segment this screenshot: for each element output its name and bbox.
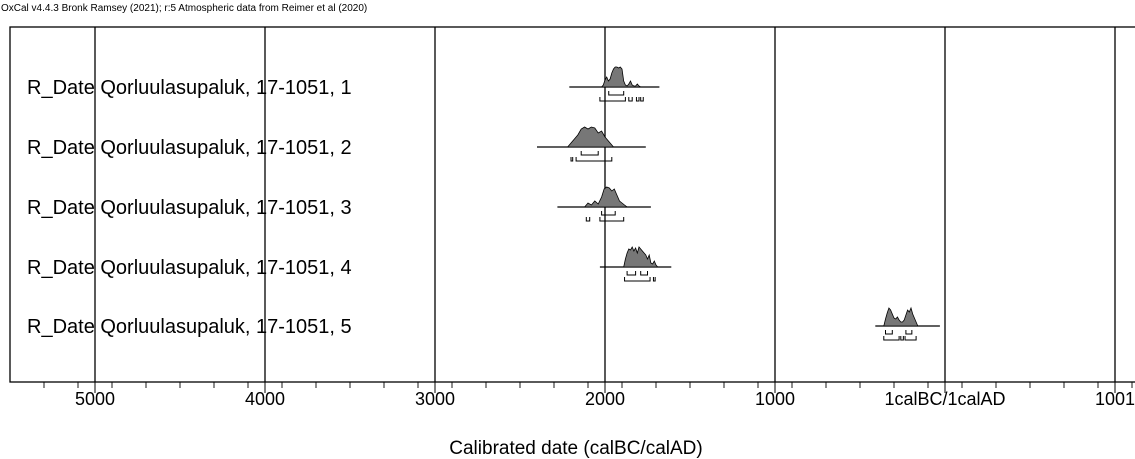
probability-distribution bbox=[583, 186, 629, 208]
date-row: R_Date Qorluulasupaluk, 17-1051, 1 bbox=[27, 66, 660, 102]
range-2sigma bbox=[904, 336, 917, 341]
range-2sigma bbox=[883, 336, 900, 341]
range-1sigma bbox=[640, 271, 648, 276]
row-label: R_Date Qorluulasupaluk, 17-1051, 4 bbox=[27, 257, 352, 279]
probability-distribution bbox=[883, 306, 919, 327]
date-row: R_Date Qorluulasupaluk, 17-1051, 2 bbox=[27, 126, 646, 162]
row-label: R_Date Qorluulasupaluk, 17-1051, 1 bbox=[27, 77, 352, 99]
tick-label: 4000 bbox=[245, 389, 285, 409]
oxcal-header: OxCal v4.4.3 Bronk Ramsey (2021); r:5 At… bbox=[1, 3, 368, 14]
range-2sigma bbox=[570, 157, 574, 162]
tick-label: 1000 bbox=[755, 389, 795, 409]
row-label: R_Date Qorluulasupaluk, 17-1051, 2 bbox=[27, 137, 352, 159]
tick-label: 1001 bbox=[1095, 389, 1135, 409]
range-2sigma bbox=[640, 97, 644, 102]
range-2sigma bbox=[585, 217, 591, 222]
x-axis-label: Calibrated date (calBC/calAD) bbox=[449, 438, 702, 459]
range-2sigma bbox=[900, 336, 904, 341]
range-2sigma bbox=[635, 97, 640, 102]
row-label: R_Date Qorluulasupaluk, 17-1051, 3 bbox=[27, 197, 352, 219]
tick-label: 5000 bbox=[75, 389, 115, 409]
date-row: R_Date Qorluulasupaluk, 17-1051, 4 bbox=[27, 246, 672, 282]
range-2sigma bbox=[575, 157, 613, 162]
tick-label: 3000 bbox=[415, 389, 455, 409]
plot-frame bbox=[9, 26, 1135, 383]
range-2sigma bbox=[652, 277, 656, 282]
range-2sigma bbox=[628, 97, 633, 102]
range-1sigma bbox=[885, 330, 893, 335]
tick-label: 2000 bbox=[585, 389, 625, 409]
probability-distribution bbox=[566, 126, 615, 148]
probability-distribution bbox=[623, 246, 659, 268]
range-1sigma bbox=[905, 330, 913, 335]
range-2sigma bbox=[599, 97, 626, 102]
range-1sigma bbox=[580, 151, 599, 156]
range-2sigma bbox=[624, 277, 651, 282]
tick-label: 1calBC/1calAD bbox=[884, 389, 1005, 409]
range-1sigma bbox=[608, 91, 625, 96]
range-1sigma bbox=[601, 211, 616, 216]
date-row: R_Date Qorluulasupaluk, 17-1051, 5 bbox=[27, 306, 940, 341]
date-row: R_Date Qorluulasupaluk, 17-1051, 3 bbox=[27, 186, 651, 222]
probability-distribution bbox=[600, 66, 643, 88]
row-label: R_Date Qorluulasupaluk, 17-1051, 5 bbox=[27, 316, 352, 338]
range-1sigma bbox=[626, 271, 637, 276]
range-2sigma bbox=[599, 217, 625, 222]
x-axis: 5000 4000 3000 2000 1000 1calBC/1calAD 1001 bbox=[43, 382, 1135, 409]
date-rows: R_Date Qorluulasupaluk, 17-1051, 1 R_Date… bbox=[27, 66, 940, 341]
